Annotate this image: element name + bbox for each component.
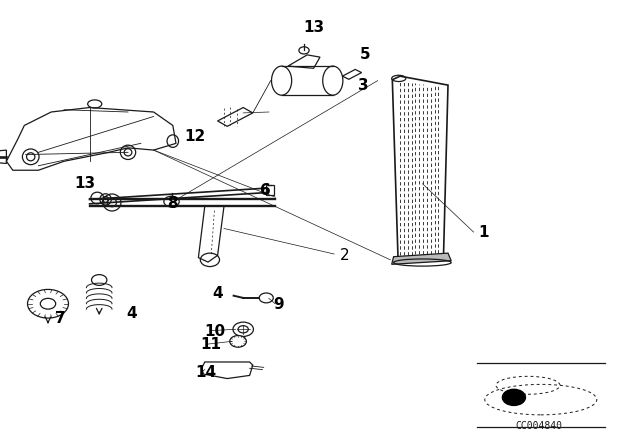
Text: 4: 4 xyxy=(212,286,223,301)
Text: 14: 14 xyxy=(195,365,217,380)
Text: 13: 13 xyxy=(74,176,95,191)
Text: 12: 12 xyxy=(184,129,206,144)
Circle shape xyxy=(28,289,68,318)
Text: 6: 6 xyxy=(260,183,271,198)
Text: 13: 13 xyxy=(303,20,324,35)
Text: 7: 7 xyxy=(56,310,66,326)
Text: 1: 1 xyxy=(478,225,488,241)
Text: CC004840: CC004840 xyxy=(515,422,563,431)
Polygon shape xyxy=(392,253,451,264)
Text: 8: 8 xyxy=(168,196,178,211)
Text: 9: 9 xyxy=(273,297,284,312)
Text: 10: 10 xyxy=(204,324,225,339)
Text: 3: 3 xyxy=(358,78,368,93)
Text: 4: 4 xyxy=(126,306,136,321)
Text: 2: 2 xyxy=(339,248,349,263)
Circle shape xyxy=(230,336,246,347)
Text: 5: 5 xyxy=(360,47,370,62)
Text: 11: 11 xyxy=(201,337,221,353)
Circle shape xyxy=(502,389,525,405)
